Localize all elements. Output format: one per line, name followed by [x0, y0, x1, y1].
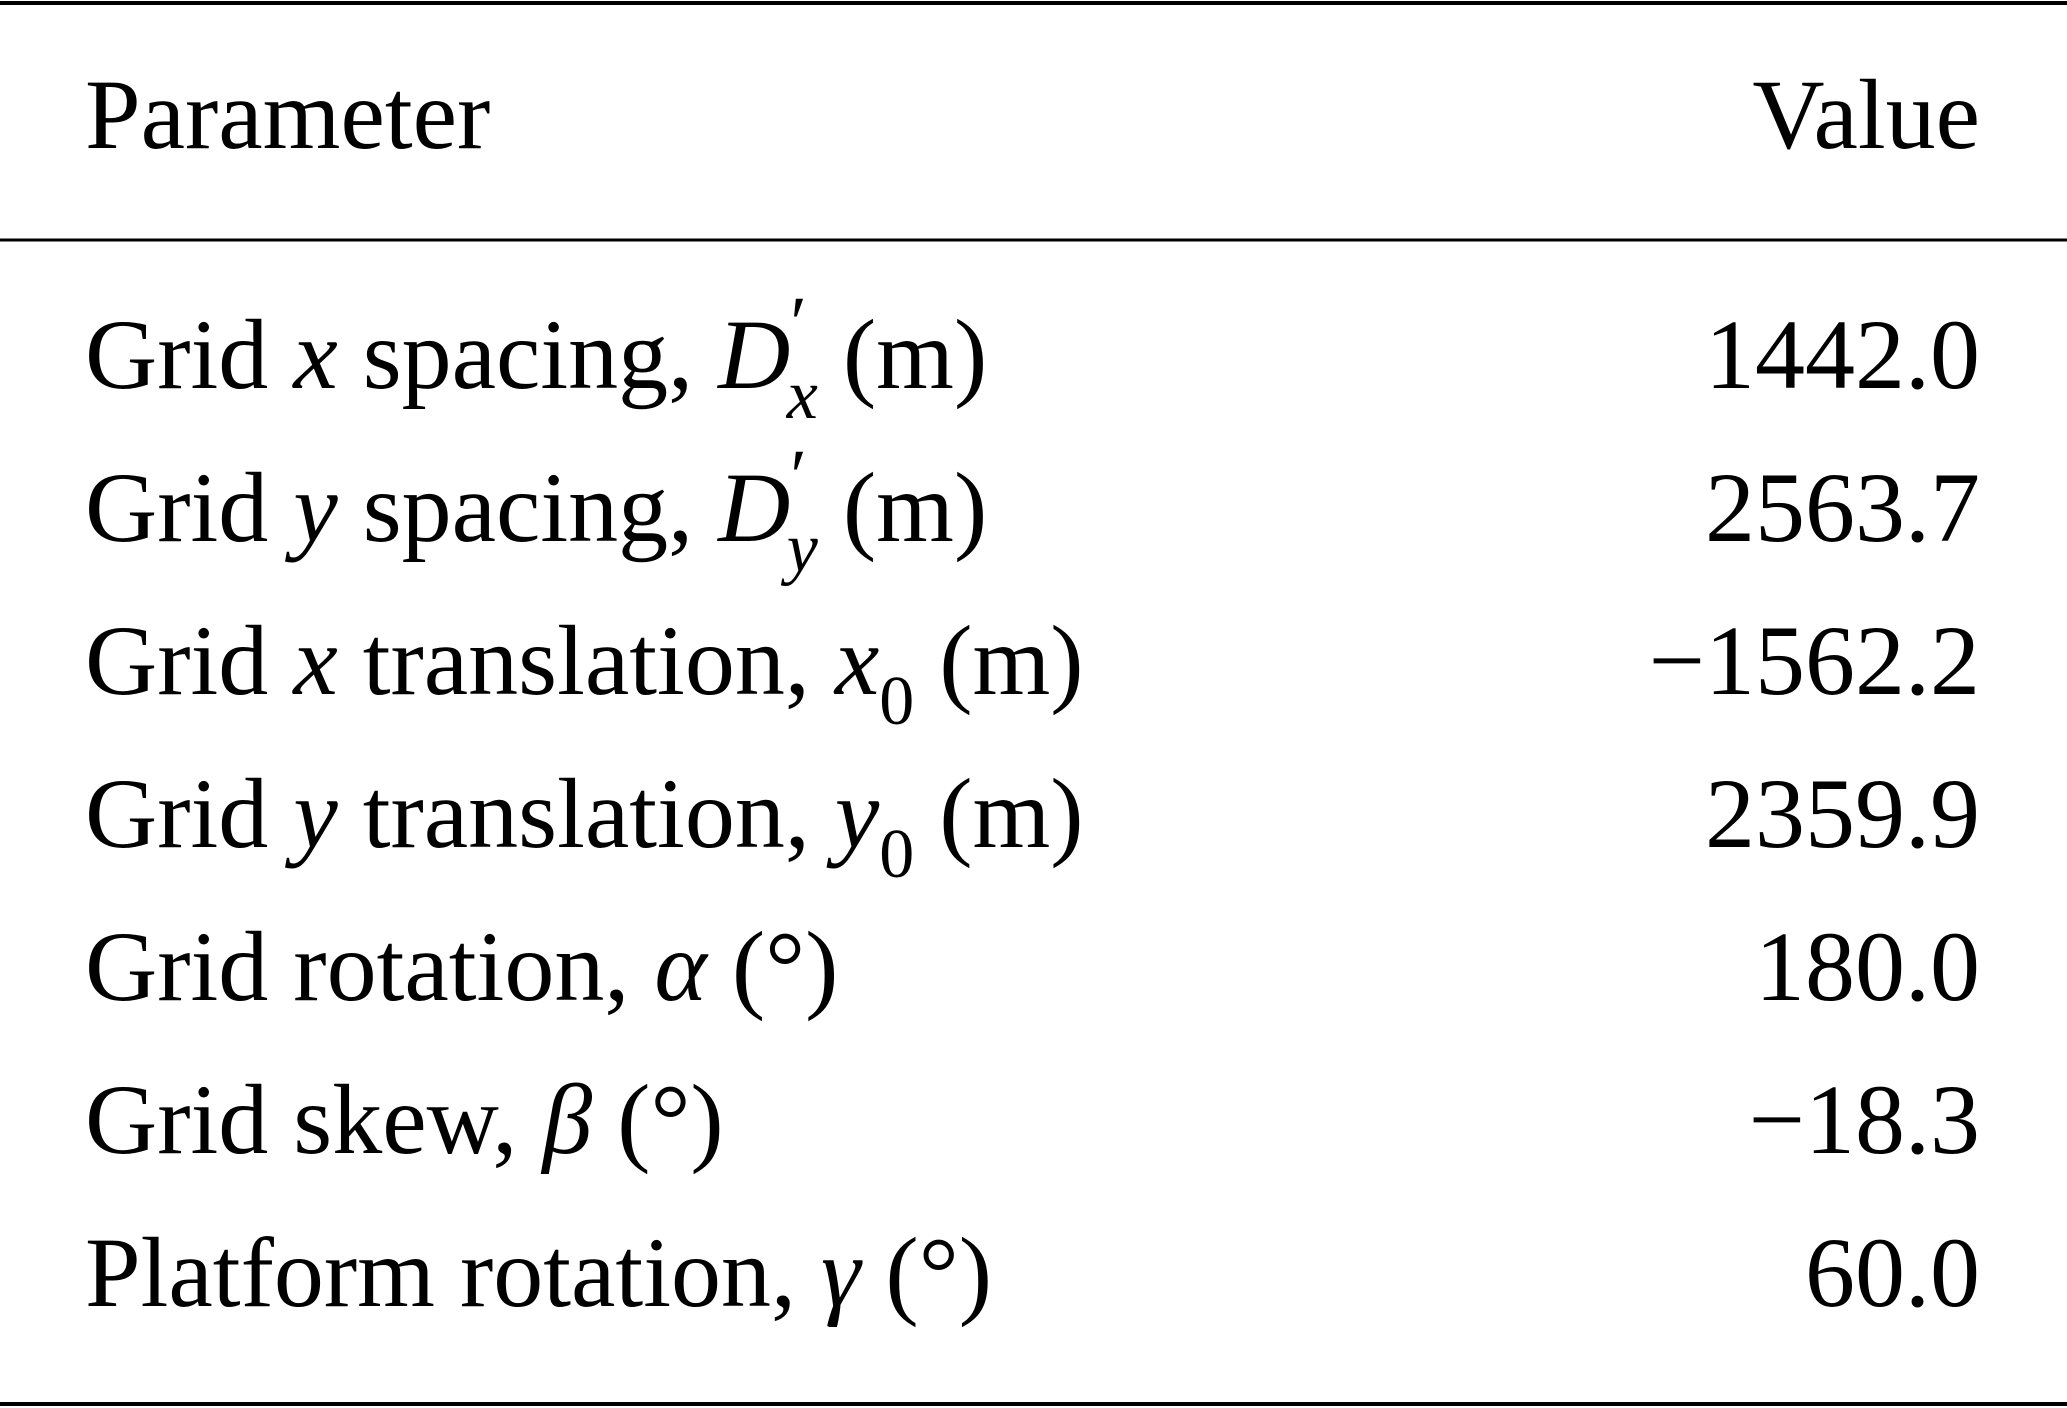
text-run: D [716, 299, 790, 410]
parameter-cell: Grid x spacing, D′ x (m) [85, 282, 987, 434]
value-cell: 2359.9 [1705, 758, 1980, 869]
text-run: Grid rotation, [85, 911, 654, 1022]
text-run: Grid [85, 758, 293, 869]
text-run: Grid [85, 452, 293, 563]
parameter-cell: Platform rotation, γ (°) [85, 1217, 992, 1328]
text-run: spacing, [338, 299, 718, 410]
parameter-cell: Grid rotation, α (°) [85, 911, 838, 1022]
value-cell: −18.3 [1749, 1064, 1980, 1175]
text-run: translation, [338, 758, 835, 869]
value-cell: 180.0 [1755, 911, 1980, 1022]
text-run: (°) [592, 1064, 724, 1175]
text-run: x [833, 605, 879, 716]
text-run: 0 [879, 816, 914, 893]
parameter-cell: Grid y translation, y0 (m) [85, 758, 1084, 893]
text-run: α [654, 911, 709, 1022]
header-cell: Parameter [85, 59, 490, 170]
text-run: (m) [914, 605, 1083, 716]
value-cell: −1562.2 [1649, 605, 1980, 716]
parameter-cell: Grid skew, β (°) [85, 1064, 724, 1175]
text-run: (°) [860, 1217, 992, 1328]
text-run: (m) [818, 452, 987, 563]
text-run: x [786, 357, 818, 434]
text-run: y [284, 758, 338, 869]
text-run: spacing, [338, 452, 718, 563]
parameter-cell: Grid x translation, x0 (m) [85, 605, 1084, 740]
text-run: (m) [818, 299, 987, 410]
parameter-cell: Grid y spacing, D′ y (m) [85, 435, 987, 587]
text-run: Platform rotation, [85, 1217, 821, 1328]
text-run: (m) [914, 758, 1083, 869]
text-run: y [284, 452, 338, 563]
text-run: x [291, 299, 337, 410]
text-run: x [291, 605, 337, 716]
text-run: y [826, 758, 880, 869]
text-run: 0 [879, 663, 914, 740]
text-run: Grid [85, 605, 293, 716]
text-run: Grid [85, 299, 293, 410]
text-run: γ [821, 1217, 863, 1328]
text-run: translation, [338, 605, 835, 716]
text-run: Grid skew, [85, 1064, 542, 1175]
text-run: β [540, 1064, 592, 1175]
text-run: ′ [790, 435, 806, 518]
text-run: y [781, 510, 819, 587]
value-cell: 60.0 [1805, 1217, 1980, 1328]
value-cell: 1442.0 [1705, 299, 1980, 410]
header-cell: Value [1752, 59, 1980, 170]
value-cell: 2563.7 [1705, 452, 1980, 563]
text-run: D [716, 452, 790, 563]
text-run: (°) [707, 911, 839, 1022]
text-run: ′ [790, 282, 806, 365]
